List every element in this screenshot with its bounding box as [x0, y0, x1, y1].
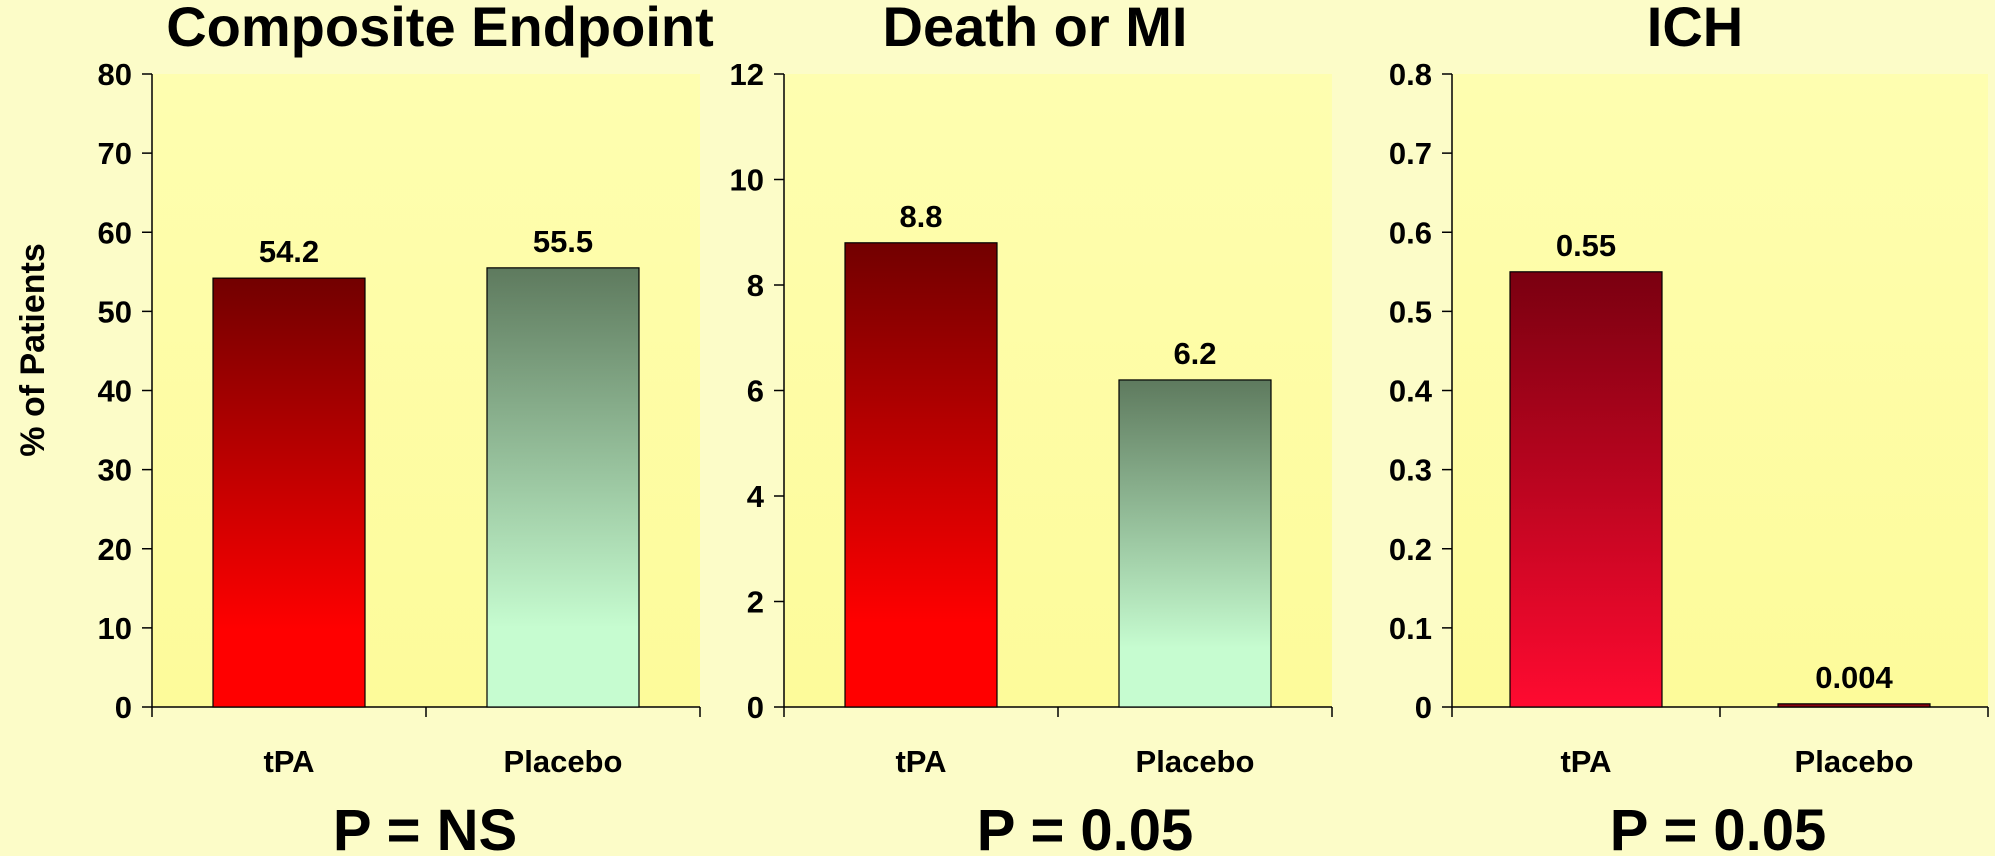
- chart-2-ytick-label: 0.6: [1389, 215, 1432, 250]
- chart-2-ytick-label: 0: [1415, 690, 1432, 725]
- chart-2-ytick-label: 0.4: [1389, 374, 1433, 409]
- chart-2-category-label: Placebo: [1795, 744, 1914, 779]
- chart-0-ytick-label: 50: [98, 294, 132, 329]
- chart-0-category-label: Placebo: [504, 744, 623, 779]
- chart-2-ytick-label: 0.8: [1389, 57, 1432, 92]
- chart-composite-endpoint: Composite Endpoint 0 10 20 30 40 50 60 70 80 54.2 t…: [98, 0, 714, 856]
- chart-0-title: Composite Endpoint: [166, 0, 714, 58]
- chart-0-ytick-label: 20: [98, 532, 132, 567]
- chart-2-ytick-label: 0.3: [1389, 453, 1432, 488]
- chart-1-ytick-label: 4: [747, 479, 765, 514]
- chart-ich: ICH 0 0.1 0.2 0.3 0.4 0.5 0.6 0.7 0.8 0.55 tPA 0.004…: [1389, 0, 1989, 856]
- chart-0-data-label: 54.2: [259, 234, 319, 269]
- chart-1-ytick-label: 2: [747, 585, 764, 620]
- chart-0-data-label: 55.5: [533, 224, 593, 259]
- chart-1-ytick-label: 10: [730, 163, 764, 198]
- chart-0-bar-tpa: [212, 277, 366, 708]
- chart-0-ytick-label: 30: [98, 453, 132, 488]
- chart-1-data-label: 8.8: [899, 199, 942, 234]
- chart-2-p-value: P = 0.05: [1610, 798, 1827, 856]
- chart-0-ytick-label: 70: [98, 136, 132, 171]
- chart-1-title: Death or MI: [883, 0, 1188, 58]
- chart-0-ytick-label: 40: [98, 374, 132, 409]
- chart-1-p-value: P = 0.05: [977, 798, 1194, 856]
- chart-2-ytick-label: 0.5: [1389, 294, 1432, 329]
- chart-1-bar-tpa: [844, 242, 998, 708]
- chart-1-category-label: Placebo: [1136, 744, 1255, 779]
- chart-0-ytick-label: 10: [98, 611, 132, 646]
- chart-2-data-label: 0.004: [1815, 660, 1893, 695]
- chart-0-ytick-label: 80: [98, 57, 132, 92]
- chart-0-p-value: P = NS: [333, 798, 517, 856]
- chart-2-category-label: tPA: [1560, 744, 1611, 779]
- chart-2-ytick-label: 0.7: [1389, 136, 1432, 171]
- chart-1-data-label: 6.2: [1173, 336, 1216, 371]
- chart-0-bar-placebo: [486, 267, 640, 708]
- chart-2-title: ICH: [1647, 0, 1743, 58]
- chart-2-ytick-label: 0.2: [1389, 532, 1432, 567]
- chart-1-ytick-label: 8: [747, 268, 764, 303]
- chart-2-data-label: 0.55: [1556, 228, 1616, 263]
- chart-1-category-label: tPA: [895, 744, 946, 779]
- chart-1-ytick-label: 0: [747, 690, 764, 725]
- chart-1-bar-placebo: [1118, 379, 1272, 708]
- chart-2-ytick-label: 0.1: [1389, 611, 1432, 646]
- chart-1-ytick-label: 12: [730, 57, 764, 92]
- chart-0-ytick-label: 0: [115, 690, 132, 725]
- chart-0-ytick-label: 60: [98, 215, 132, 250]
- chart-death-or-mi: Death or MI 0 2 4 6 8 10 12 8.8 tPA 6.2 Placebo P = …: [730, 0, 1333, 856]
- y-axis-label: % of Patients: [14, 243, 52, 456]
- chart-1-ytick-label: 6: [747, 374, 764, 409]
- chart-0-category-label: tPA: [263, 744, 314, 779]
- chart-2-bar-placebo: [1777, 703, 1931, 708]
- chart-2-bar-tpa: [1509, 271, 1663, 708]
